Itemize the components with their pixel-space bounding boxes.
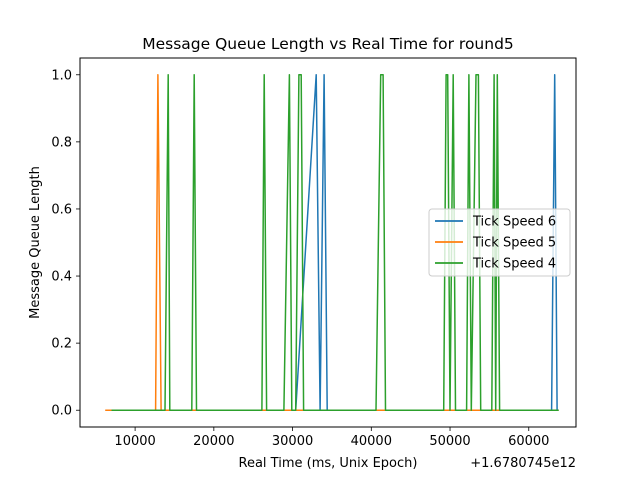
y-axis-ticks: 0.0 0.2 0.4 0.6 0.8 1.0 — [51, 68, 80, 419]
plot-lines — [105, 74, 559, 411]
y-tick-label: 0.0 — [51, 404, 72, 419]
y-tick-label: 0.8 — [51, 135, 72, 150]
x-tick-label: 40000 — [351, 434, 392, 449]
legend: Tick Speed 6 Tick Speed 5 Tick Speed 4 — [428, 208, 571, 277]
y-tick-label: 0.2 — [51, 337, 72, 352]
x-axis-label: Real Time (ms, Unix Epoch) — [239, 456, 418, 471]
legend-box — [428, 208, 571, 277]
legend-label: Tick Speed 6 — [472, 215, 556, 230]
x-axis-ticks: 10000 20000 30000 40000 50000 60000 — [114, 427, 549, 449]
x-tick-label: 10000 — [114, 434, 155, 449]
x-tick-label: 20000 — [193, 434, 234, 449]
plot-frame — [79, 57, 577, 428]
y-tick-label: 0.6 — [51, 202, 72, 217]
x-tick-label: 50000 — [429, 434, 470, 449]
y-axis-label: Message Queue Length — [28, 166, 43, 319]
legend-label: Tick Speed 4 — [472, 257, 556, 272]
legend-label: Tick Speed 5 — [472, 236, 556, 251]
y-tick-label: 1.0 — [51, 68, 72, 83]
chart-title: Message Queue Length vs Real Time for ro… — [142, 35, 514, 53]
y-tick-label: 0.4 — [51, 270, 72, 285]
series-line-3 — [111, 74, 559, 411]
x-axis-offset: +1.6780745e12 — [470, 456, 576, 471]
x-tick-label: 30000 — [272, 434, 313, 449]
x-tick-label: 60000 — [508, 434, 549, 449]
